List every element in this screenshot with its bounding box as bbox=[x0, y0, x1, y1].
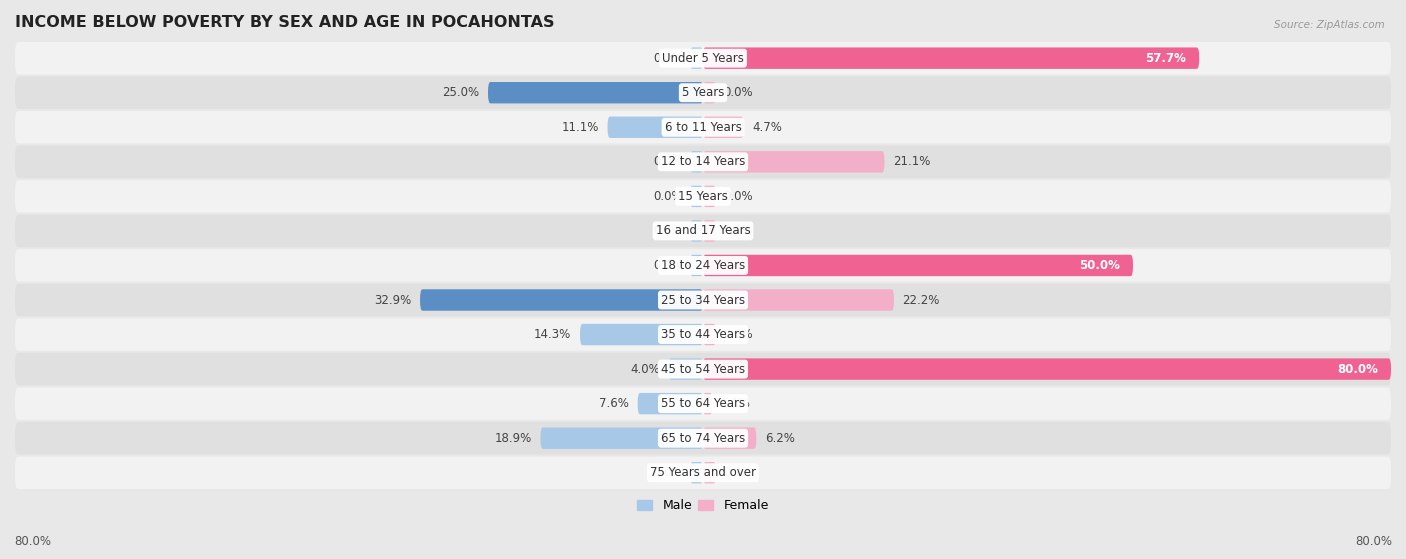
Text: 55 to 64 Years: 55 to 64 Years bbox=[661, 397, 745, 410]
FancyBboxPatch shape bbox=[690, 48, 703, 69]
FancyBboxPatch shape bbox=[703, 255, 1133, 276]
FancyBboxPatch shape bbox=[703, 82, 716, 103]
Text: 16 and 17 Years: 16 and 17 Years bbox=[655, 224, 751, 238]
Text: 21.1%: 21.1% bbox=[893, 155, 931, 168]
Text: 1.1%: 1.1% bbox=[721, 397, 751, 410]
FancyBboxPatch shape bbox=[703, 462, 716, 484]
Text: 0.0%: 0.0% bbox=[723, 190, 752, 203]
Text: 0.0%: 0.0% bbox=[654, 259, 683, 272]
Text: 25.0%: 25.0% bbox=[443, 86, 479, 99]
Text: 80.0%: 80.0% bbox=[14, 535, 51, 548]
Text: 0.0%: 0.0% bbox=[723, 224, 752, 238]
FancyBboxPatch shape bbox=[15, 111, 1391, 144]
Text: 14.3%: 14.3% bbox=[534, 328, 571, 341]
Text: 0.0%: 0.0% bbox=[723, 466, 752, 479]
Text: 11.1%: 11.1% bbox=[561, 121, 599, 134]
FancyBboxPatch shape bbox=[15, 215, 1391, 247]
Text: 32.9%: 32.9% bbox=[374, 293, 412, 306]
Text: 65 to 74 Years: 65 to 74 Years bbox=[661, 432, 745, 445]
FancyBboxPatch shape bbox=[15, 249, 1391, 282]
Text: 4.0%: 4.0% bbox=[630, 363, 659, 376]
Text: 4.7%: 4.7% bbox=[752, 121, 782, 134]
FancyBboxPatch shape bbox=[690, 255, 703, 276]
Text: 75 Years and over: 75 Years and over bbox=[650, 466, 756, 479]
FancyBboxPatch shape bbox=[690, 186, 703, 207]
Text: Source: ZipAtlas.com: Source: ZipAtlas.com bbox=[1274, 20, 1385, 30]
FancyBboxPatch shape bbox=[703, 358, 1391, 380]
FancyBboxPatch shape bbox=[15, 387, 1391, 420]
FancyBboxPatch shape bbox=[15, 353, 1391, 385]
FancyBboxPatch shape bbox=[703, 324, 716, 345]
FancyBboxPatch shape bbox=[581, 324, 703, 345]
FancyBboxPatch shape bbox=[540, 428, 703, 449]
FancyBboxPatch shape bbox=[15, 42, 1391, 74]
FancyBboxPatch shape bbox=[703, 116, 744, 138]
FancyBboxPatch shape bbox=[703, 393, 713, 414]
Text: 0.0%: 0.0% bbox=[654, 155, 683, 168]
FancyBboxPatch shape bbox=[703, 186, 716, 207]
Text: 45 to 54 Years: 45 to 54 Years bbox=[661, 363, 745, 376]
FancyBboxPatch shape bbox=[15, 457, 1391, 489]
Text: 15 Years: 15 Years bbox=[678, 190, 728, 203]
Text: 0.0%: 0.0% bbox=[654, 51, 683, 65]
Text: 35 to 44 Years: 35 to 44 Years bbox=[661, 328, 745, 341]
FancyBboxPatch shape bbox=[703, 151, 884, 173]
FancyBboxPatch shape bbox=[690, 220, 703, 241]
FancyBboxPatch shape bbox=[420, 290, 703, 311]
FancyBboxPatch shape bbox=[15, 284, 1391, 316]
Text: INCOME BELOW POVERTY BY SEX AND AGE IN POCAHONTAS: INCOME BELOW POVERTY BY SEX AND AGE IN P… bbox=[15, 15, 554, 30]
Text: 0.0%: 0.0% bbox=[723, 328, 752, 341]
FancyBboxPatch shape bbox=[703, 48, 1199, 69]
FancyBboxPatch shape bbox=[703, 428, 756, 449]
FancyBboxPatch shape bbox=[690, 462, 703, 484]
FancyBboxPatch shape bbox=[15, 145, 1391, 178]
Text: 18.9%: 18.9% bbox=[495, 432, 531, 445]
Legend: Male, Female: Male, Female bbox=[633, 495, 773, 518]
FancyBboxPatch shape bbox=[703, 220, 716, 241]
Text: 7.6%: 7.6% bbox=[599, 397, 628, 410]
Text: 80.0%: 80.0% bbox=[1337, 363, 1378, 376]
Text: 22.2%: 22.2% bbox=[903, 293, 939, 306]
Text: 6 to 11 Years: 6 to 11 Years bbox=[665, 121, 741, 134]
Text: 57.7%: 57.7% bbox=[1146, 51, 1187, 65]
Text: 0.0%: 0.0% bbox=[654, 224, 683, 238]
FancyBboxPatch shape bbox=[607, 116, 703, 138]
Text: 12 to 14 Years: 12 to 14 Years bbox=[661, 155, 745, 168]
FancyBboxPatch shape bbox=[669, 358, 703, 380]
Text: 50.0%: 50.0% bbox=[1080, 259, 1121, 272]
Text: 5 Years: 5 Years bbox=[682, 86, 724, 99]
FancyBboxPatch shape bbox=[690, 151, 703, 173]
FancyBboxPatch shape bbox=[15, 422, 1391, 454]
FancyBboxPatch shape bbox=[15, 180, 1391, 212]
Text: 80.0%: 80.0% bbox=[1355, 535, 1392, 548]
Text: 0.0%: 0.0% bbox=[654, 466, 683, 479]
Text: 25 to 34 Years: 25 to 34 Years bbox=[661, 293, 745, 306]
FancyBboxPatch shape bbox=[638, 393, 703, 414]
Text: 0.0%: 0.0% bbox=[723, 86, 752, 99]
Text: 0.0%: 0.0% bbox=[654, 190, 683, 203]
FancyBboxPatch shape bbox=[15, 318, 1391, 351]
Text: 6.2%: 6.2% bbox=[765, 432, 794, 445]
FancyBboxPatch shape bbox=[488, 82, 703, 103]
FancyBboxPatch shape bbox=[703, 290, 894, 311]
Text: 18 to 24 Years: 18 to 24 Years bbox=[661, 259, 745, 272]
FancyBboxPatch shape bbox=[15, 77, 1391, 109]
Text: Under 5 Years: Under 5 Years bbox=[662, 51, 744, 65]
